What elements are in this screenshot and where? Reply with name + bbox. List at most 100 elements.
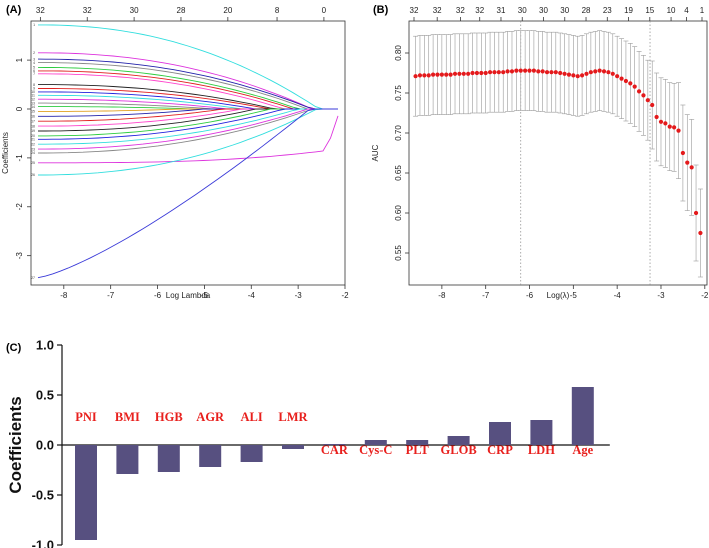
panel-a-path-index: 1: [33, 23, 35, 27]
panel-b-point: [509, 69, 515, 74]
panel-b-point: [444, 72, 449, 77]
panel-a-path-v4: [38, 62, 338, 110]
panel-b-toptick-label: 1: [700, 6, 705, 15]
panel-a-path-v21: [38, 108, 338, 140]
panel-c-bar-hgb: [157, 445, 180, 472]
panel-b-point: [667, 124, 672, 129]
panel-a-path-index: 5: [33, 66, 35, 70]
panel-b-point: [531, 68, 536, 73]
panel-a-xtick-label: -8: [60, 291, 68, 300]
panel-c-bar-ali: [240, 445, 263, 462]
panel-b-point: [685, 160, 690, 165]
panel-b-toptick-label: 10: [667, 6, 676, 15]
panel-b-point: [457, 71, 462, 76]
panel-a-path-index: 4: [33, 61, 35, 65]
panel-b-toptick-label: 23: [603, 6, 612, 15]
panel-a-path-index: 18: [31, 124, 35, 128]
panel-c-label-age: Age: [572, 443, 593, 457]
panel-a-xtick-label: -5: [201, 291, 209, 300]
panel-b-point: [593, 69, 598, 74]
panel-c-letter: (C): [6, 342, 22, 354]
panel-b-point: [588, 70, 593, 75]
panel-c-bar-agr: [199, 445, 222, 467]
panel-a-ytick-label: -3: [15, 252, 24, 260]
panel-b-point: [693, 210, 699, 216]
panel-b-point: [496, 70, 501, 75]
panel-b-xtick-label: -6: [526, 291, 534, 300]
panel-b-toptick-label: 32: [433, 6, 442, 15]
panel-b-point: [474, 70, 480, 76]
panel-b-point: [527, 68, 532, 73]
panel-b-point: [580, 73, 585, 78]
panel-b-xtick-label: -2: [701, 291, 709, 300]
panel-a-path-v5: [37, 66, 338, 110]
panel-b-point: [487, 70, 493, 75]
panel-c-label-plt: PLT: [406, 443, 430, 457]
panel-b-point: [632, 84, 637, 89]
panel-c-bar-pni: [75, 445, 97, 540]
panel-c-label-agr: AGR: [196, 410, 225, 424]
panel-a-frame: [30, 20, 346, 286]
panel-b-axes: -8 -7 -6 -5 -4 -3 -2 0.55 0.60 0.65 0.70 0.75 0.80 32…: [394, 6, 709, 300]
panel-b-ylabel: AUC: [371, 144, 380, 161]
panel-b-xtick-label: -5: [570, 291, 578, 300]
panel-b-toptick-label: 32: [410, 6, 419, 15]
panel-b-point: [479, 70, 484, 76]
panel-b-point: [584, 71, 589, 76]
panel-b-xtick-label: -3: [657, 291, 665, 300]
panel-a-path-v1: [38, 24, 338, 110]
panel-a-ytick-label: -1: [15, 154, 24, 162]
panel-a-toptick-label: 0: [322, 6, 327, 15]
panel-a-path-index: 3: [33, 57, 35, 61]
panel-c: (C) -1.0 -0.5 0.0 0.5 1.0 PNI BMI HGB AGR ALI LMR…: [6, 338, 610, 548]
panel-b-point: [501, 70, 506, 75]
panel-a-path-index: 2: [33, 51, 35, 55]
panel-b-ytick-label: 0.55: [394, 245, 403, 261]
panel-b-point: [672, 125, 677, 130]
panel-a-path-index: 17: [31, 119, 35, 123]
panel-a-path-index: 13: [31, 101, 35, 105]
panel-b-point: [562, 71, 567, 76]
panel-b-point: [448, 72, 453, 77]
panel-c-bar-car: [323, 444, 346, 445]
panel-b-ytick-label: 0.70: [394, 125, 403, 141]
panel-c-label-pni: PNI: [75, 410, 97, 424]
panel-a-toptick-label: 20: [223, 6, 232, 15]
panel-a-path-index: 8: [33, 83, 35, 87]
panel-b-point: [606, 70, 611, 75]
panel-c-label-hgb: HGB: [155, 410, 183, 424]
panel-b-xlabel: Log(λ): [547, 291, 570, 300]
panel-a-path-index: 11: [31, 94, 35, 98]
panel-b-point: [680, 150, 685, 156]
panel-a-ytick-label: 0: [15, 106, 24, 111]
panel-c-bar-ldh: [530, 420, 553, 445]
panel-a-path-index: 9: [33, 87, 35, 91]
panel-a-toptick-label: 32: [83, 6, 92, 15]
panel-b-ytick-label: 0.60: [394, 205, 403, 221]
panel-a-path-v27: [37, 108, 338, 279]
panel-b-point: [571, 73, 576, 78]
panel-b-point: [601, 69, 607, 74]
panel-b-point: [461, 71, 466, 76]
panel-b-point: [663, 121, 668, 126]
panel-a-path-index: 16: [31, 115, 35, 119]
panel-b-ytick-label: 0.80: [394, 45, 403, 61]
panel-b-point: [549, 70, 554, 75]
panel-a-path-v3: [37, 58, 338, 110]
panel-b-point: [439, 72, 444, 77]
panel-c-label-ldh: LDH: [528, 443, 555, 457]
panel-b-point: [698, 230, 703, 236]
panel-a-path-v2: [38, 52, 338, 110]
panel-b-point: [575, 74, 580, 79]
panel-c-bar-lmr: [282, 445, 304, 449]
panel-b-point: [540, 69, 545, 74]
panel-a-path-v26: [38, 108, 338, 176]
panel-c-label-cys-c: Cys-C: [359, 443, 392, 457]
panel-a-ylabel: Coefficients: [1, 132, 10, 174]
panel-a-ytick-label: -2: [15, 203, 24, 211]
panel-a-toptick-label: 28: [177, 6, 186, 15]
panel-a-path-v9: [38, 88, 338, 110]
panel-b-point: [518, 68, 523, 73]
panel-b-letter: (B): [373, 4, 389, 16]
